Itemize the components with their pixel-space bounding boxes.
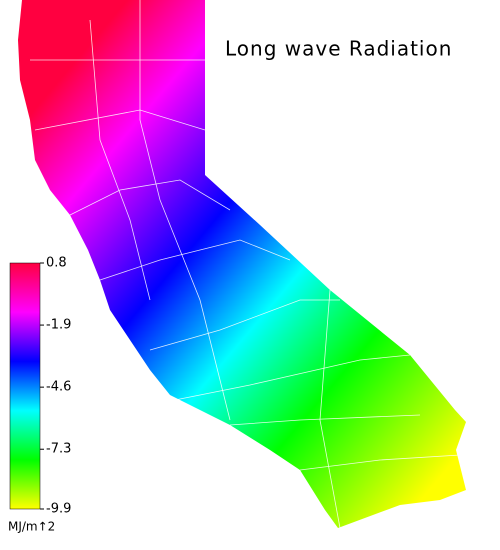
colorbar-tick-label: -4.6 xyxy=(46,380,71,395)
colorbar-tick-label: -1.9 xyxy=(46,318,71,333)
colorbar-tick-label: -7.3 xyxy=(46,442,71,457)
colorbar-tick-label: 0.8 xyxy=(46,256,67,271)
colorbar-tick-label: -9.9 xyxy=(46,502,71,517)
map-title: Long wave Radiation xyxy=(225,37,452,61)
colorbar xyxy=(9,262,41,510)
colorbar-unit: MJ/m↑2 xyxy=(8,520,55,534)
california-map xyxy=(18,0,466,528)
county-lines xyxy=(30,0,461,529)
